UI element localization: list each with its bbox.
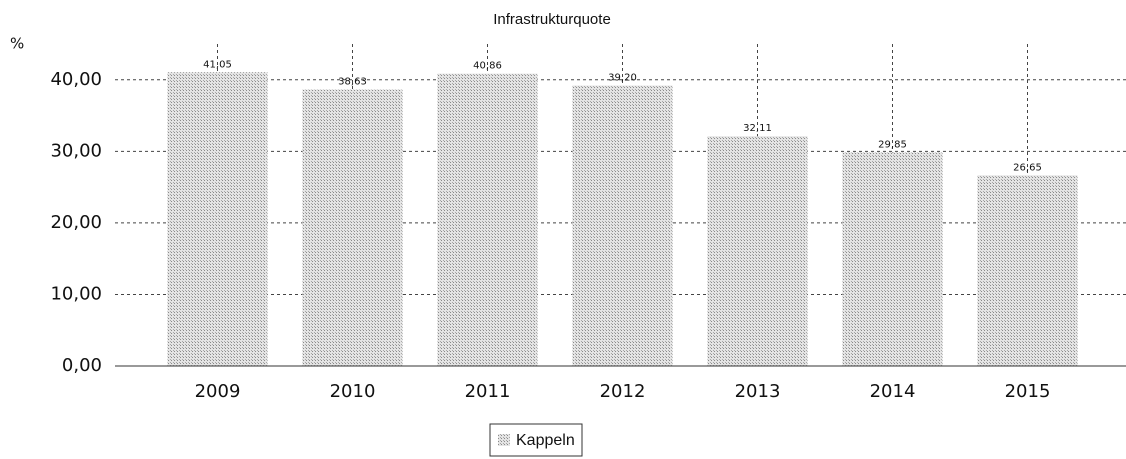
x-tick-label: 2010 bbox=[330, 381, 376, 402]
x-tick-label: 2013 bbox=[735, 381, 781, 402]
value-label: 26,65 bbox=[1013, 162, 1042, 173]
value-label: 29,85 bbox=[878, 139, 907, 150]
bars bbox=[167, 72, 1078, 367]
value-label: 32,11 bbox=[743, 123, 772, 134]
bar bbox=[167, 72, 268, 367]
chart-title: Infrastrukturquote bbox=[493, 11, 611, 28]
y-tick-label: 20,00 bbox=[50, 212, 102, 233]
bar bbox=[842, 152, 943, 366]
value-label: 39,20 bbox=[608, 73, 637, 84]
x-tick-label: 2015 bbox=[1005, 381, 1051, 402]
value-label: 38,63 bbox=[338, 77, 367, 88]
y-axis-label: % bbox=[10, 35, 24, 53]
bar bbox=[572, 85, 673, 366]
bar bbox=[302, 89, 403, 367]
x-tick-label: 2012 bbox=[600, 381, 646, 402]
bar bbox=[977, 175, 1078, 366]
bar bbox=[437, 73, 538, 367]
value-label: 41,05 bbox=[203, 59, 232, 70]
y-tick-label: 10,00 bbox=[50, 283, 102, 304]
x-tick-label: 2009 bbox=[195, 381, 241, 402]
x-tick-label: 2011 bbox=[465, 381, 511, 402]
legend-swatch bbox=[498, 434, 510, 446]
x-tick-label: 2014 bbox=[870, 381, 916, 402]
y-tick-label: 40,00 bbox=[50, 69, 102, 90]
bar bbox=[707, 136, 808, 366]
y-tick-label: 0,00 bbox=[62, 355, 102, 376]
y-tick-label: 30,00 bbox=[50, 140, 102, 161]
legend-label: Kappeln bbox=[516, 432, 575, 449]
value-label: 40,86 bbox=[473, 61, 502, 72]
